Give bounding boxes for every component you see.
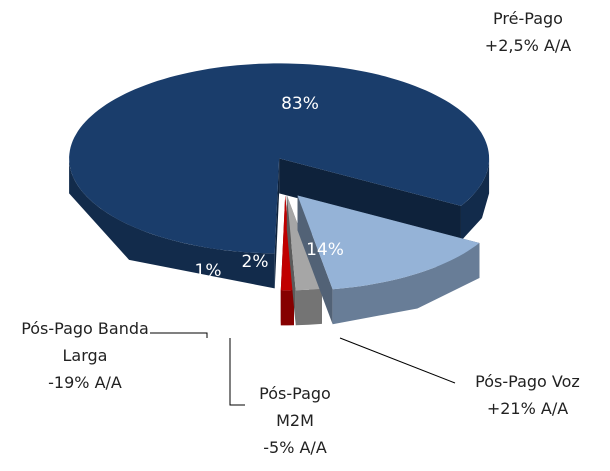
slice-rim: [280, 290, 294, 326]
category-label: Pré-Pago +2,5% A/A: [468, 5, 588, 59]
value-labels: 83% 14% 2% 1%: [195, 94, 344, 281]
growth-label: +2,5% A/A: [484, 36, 572, 55]
category-name: Pós-Pago M2M: [259, 384, 331, 430]
slice-rim: [69, 158, 275, 289]
category-name: Pós-Pago Voz: [475, 372, 580, 391]
slice-side: [286, 195, 296, 326]
category-label: Pós-Pago Banda Larga -19% A/A: [20, 315, 150, 396]
growth-label: -19% A/A: [48, 373, 122, 392]
slice-side: [274, 158, 280, 289]
slice-side: [279, 158, 461, 241]
value-label: 2%: [242, 252, 269, 272]
slice-rim: [332, 243, 480, 325]
leader-line: [150, 332, 208, 338]
leaders: [150, 332, 456, 406]
slice-rim: [461, 158, 490, 241]
growth-label: -5% A/A: [263, 438, 327, 457]
slice-side: [297, 195, 333, 325]
slice: [297, 195, 480, 290]
slices: [69, 63, 490, 326]
category-label: Pós-Pago Voz +21% A/A: [455, 368, 600, 422]
value-label: 14%: [306, 240, 344, 260]
value-label: 83%: [281, 94, 319, 114]
category-label: Pós-Pago M2M -5% A/A: [255, 380, 335, 461]
leader-line: [229, 338, 245, 406]
growth-label: +21% A/A: [486, 399, 569, 418]
category-name: Pré-Pago: [493, 9, 563, 28]
slice: [69, 63, 490, 254]
category-name: Pós-Pago Banda Larga: [21, 319, 149, 365]
leader-line: [339, 337, 456, 384]
slice-rim: [295, 288, 322, 326]
value-label: 1%: [195, 261, 222, 281]
